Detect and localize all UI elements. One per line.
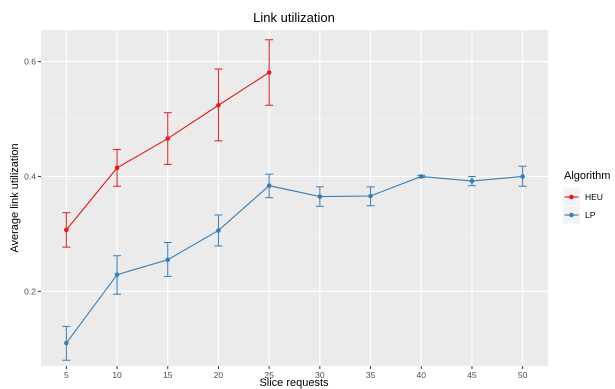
series-layer — [62, 39, 527, 361]
y-tick-label: 0.6 — [24, 57, 36, 67]
x-tick-label: 50 — [518, 370, 528, 380]
y-tick-label: 0.4 — [24, 171, 36, 181]
legend-label-lp: LP — [585, 210, 596, 220]
axis-ticks: 0.2 0.4 0.6 5 10 15 20 25 30 35 40 45 50 — [24, 57, 527, 380]
x-tick-label: 15 — [163, 370, 173, 380]
x-tick-label: 30 — [315, 370, 325, 380]
data-point-lp — [266, 183, 272, 188]
x-tick-label: 5 — [64, 370, 69, 380]
y-axis-title: Average link utilization — [9, 143, 21, 252]
x-tick-label: 40 — [417, 370, 427, 380]
data-point-lp — [520, 174, 525, 179]
x-tick-label: 45 — [467, 370, 477, 380]
chart-title: Link utilization — [253, 10, 335, 25]
legend-label-heu: HEU — [585, 192, 603, 202]
data-point-lp — [216, 228, 221, 233]
y-tick-label: 0.2 — [24, 286, 36, 296]
data-point-heu — [266, 70, 272, 75]
data-point-lp — [469, 178, 475, 184]
series-line-lp — [65, 175, 523, 344]
legend: Algorithm HEU LP — [563, 170, 610, 224]
x-tick-label: 35 — [366, 370, 376, 380]
data-point-heu — [64, 227, 69, 233]
x-tick-label: 25 — [264, 370, 274, 380]
legend-point-lp — [569, 212, 574, 218]
data-point-lp — [114, 272, 120, 277]
data-point-lp — [64, 340, 69, 346]
x-axis-title: Slice requests — [259, 377, 329, 389]
data-point-lp — [418, 174, 424, 179]
grid-minor — [41, 118, 548, 235]
data-point-heu — [114, 165, 120, 171]
panel-background — [41, 30, 548, 366]
legend-point-heu — [569, 194, 574, 200]
legend-title: Algorithm — [564, 170, 610, 182]
data-point-lp — [317, 194, 323, 199]
x-tick-label: 20 — [214, 370, 224, 380]
x-tick-label: 10 — [112, 370, 122, 380]
data-point-heu — [216, 102, 221, 108]
data-point-lp — [165, 257, 171, 263]
data-point-lp — [368, 193, 373, 199]
data-point-heu — [165, 136, 171, 141]
